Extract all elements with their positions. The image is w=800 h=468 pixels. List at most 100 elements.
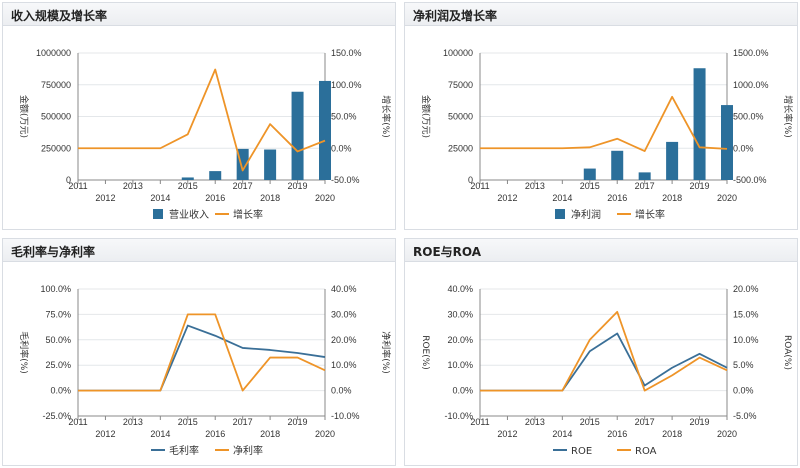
y2-tick-label: 150.0% [331,48,362,58]
y2-tick-label: 20.0% [733,284,759,294]
x-tick-label: 2011 [470,181,489,191]
x-tick-label: 2020 [315,429,335,439]
y-tick-label: 0 [468,175,473,185]
y-tick-label: 750000 [41,80,71,90]
y-tick-label: 75.0% [45,309,71,319]
panel-header: 毛利率与净利率 [3,239,395,262]
y-axis-title: ROE(%) [420,335,430,370]
y2-tick-label: 0.0% [331,386,352,396]
panel-header: 净利润及增长率 [405,3,797,26]
y2-tick-label: -10.0% [331,411,360,421]
legend-label: 增长率 [233,208,263,221]
margin-chart-panel: 毛利率与净利率 -25.0% 0.0% 25.0% 50.0% 75.0% 100.0% -… [2,238,396,466]
margin-chart: -25.0% 0.0% 25.0% 50.0% 75.0% 100.0% -10.0% 0.0… [18,284,392,457]
bar-2019 [291,91,304,180]
y-axis-title: 毛利率(%) [18,331,30,374]
y2-tick-label: 15.0% [733,309,759,319]
legend-label: ROE [571,446,592,457]
y-axis-title: 金额(万元) [18,95,30,138]
x-tick-label: 2014 [150,193,170,203]
y-tick-label: 250000 [41,143,71,153]
y-tick-label: 0.0% [452,386,473,396]
x-tick-label: 2017 [635,181,655,191]
series-line-增长率 [78,68,326,172]
x-tick-label: 2011 [68,417,87,427]
x-tick-label: 2015 [580,181,600,191]
y-tick-label: -25.0% [42,411,71,421]
y-tick-label: 10.0% [447,360,473,370]
y2-tick-label: 500.0% [733,112,764,122]
x-tick-label: 2017 [233,417,253,427]
x-tick-label: 2017 [233,181,253,191]
y-tick-label: 0.0% [50,386,71,396]
bar-2016 [209,171,222,180]
x-tick-label: 2019 [690,417,710,427]
y2-tick-label: -50.0% [331,175,360,185]
x-tick-label: 2011 [470,417,489,427]
x-tick-label: 2016 [607,429,627,439]
y2-tick-label: 10.0% [331,360,357,370]
bar-2020 [319,80,331,180]
x-tick-label: 2020 [717,193,737,203]
x-tick-label: 2016 [205,429,225,439]
revenue-growth-chart: 0 250000 500000 750000 1000000 -50.0% 0.0% 50.0… [18,48,392,221]
x-tick-label: 2016 [607,193,627,203]
net-profit-growth-chart: 0 25000 50000 75000 100000 -500.0% 0.0% 500.0% 1… [420,48,794,221]
y2-tick-label: 30.0% [331,309,357,319]
x-tick-label: 2018 [260,193,280,203]
panel-title: 毛利率与净利率 [11,245,96,259]
series-line-ROE [480,332,728,392]
y-tick-label: 500000 [41,112,71,122]
y2-tick-label: 0.0% [733,386,754,396]
y2-axis-title: 增长率(%) [782,95,794,138]
y2-tick-label: 20.0% [331,335,357,345]
y2-tick-label: 1500.0% [733,48,769,58]
y-tick-label: 50.0% [45,335,71,345]
y-axis-title: 金额(万元) [420,95,432,138]
panel-header: ROE与ROA [405,239,797,262]
x-tick-label: 2013 [525,181,545,191]
panel-title: ROE与ROA [413,245,482,259]
x-tick-label: 2014 [552,193,572,203]
y2-tick-label: 50.0% [331,112,357,122]
x-tick-label: 2014 [552,429,572,439]
x-tick-label: 2012 [95,193,115,203]
y2-tick-label: 100.0% [331,80,362,90]
panel-header: 收入规模及增长率 [3,3,395,26]
y2-axis-title: 净利率(%) [380,331,392,374]
legend-label: 毛利率 [169,444,199,457]
x-tick-label: 2013 [123,417,143,427]
y2-tick-label: 5.0% [733,360,754,370]
bar-2016 [611,150,624,180]
series-line-增长率 [480,95,728,153]
bar-2015 [181,177,194,180]
y2-tick-label: -5.0% [733,411,757,421]
legend-label: 净利润 [571,208,601,221]
series-line-ROA [480,310,728,392]
y-tick-label: 75000 [448,80,473,90]
x-tick-label: 2013 [123,181,143,191]
bar-2017 [638,172,651,180]
x-tick-label: 2014 [150,429,170,439]
bar-2018 [666,141,679,180]
legend-label: 净利率 [233,444,263,457]
y2-axis-title: 增长率(%) [380,95,392,138]
roe-roa-chart-panel: ROE与ROA -10.0% 0.0% 10.0% 20.0% 30.0% 40.0% -5… [404,238,798,466]
y-tick-label: 0 [66,175,71,185]
panel-title: 净利润及增长率 [413,9,498,23]
x-tick-label: 2018 [260,429,280,439]
y-tick-label: 25000 [448,143,473,153]
x-tick-label: 2019 [288,417,308,427]
y-tick-label: 30.0% [447,309,473,319]
y-tick-label: 100000 [443,48,473,58]
y2-tick-label: 0.0% [331,143,352,153]
y-tick-label: 1000000 [36,48,71,58]
legend-label: 营业收入 [169,208,209,221]
series-line-净利率 [78,313,326,392]
x-tick-label: 2015 [178,181,198,191]
y2-tick-label: 40.0% [331,284,357,294]
x-tick-label: 2017 [635,417,655,427]
bar-2019 [693,68,706,180]
x-tick-label: 2012 [497,193,517,203]
y-tick-label: 40.0% [447,284,473,294]
